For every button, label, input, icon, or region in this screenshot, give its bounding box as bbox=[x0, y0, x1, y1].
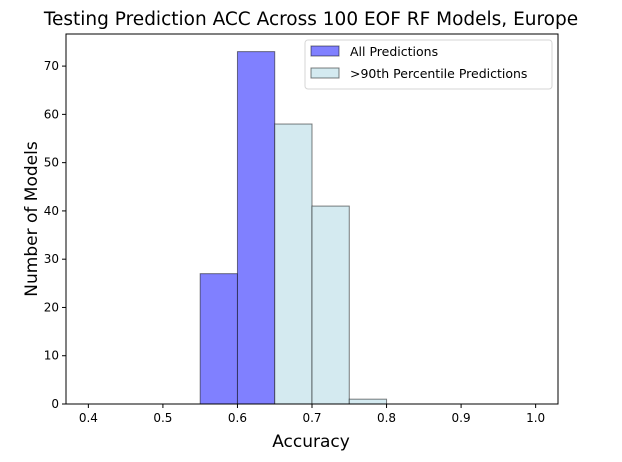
bar-all-predictions-4 bbox=[236, 51, 276, 405]
legend-label-all-predictions: All Predictions bbox=[350, 44, 438, 59]
axes-layer: 0.4 0.5 0.6 0.7 0.8 0.9 1.0 0 10 20 30 40 50 60 70 bbox=[44, 33, 559, 425]
x-axis-title: Accuracy bbox=[272, 432, 350, 452]
y-tick-label: 60 bbox=[44, 107, 59, 121]
legend-swatch-top-percentile-predictions bbox=[310, 67, 340, 79]
x-tick-label: 0.8 bbox=[377, 411, 396, 425]
x-tick-label: 0.9 bbox=[452, 411, 471, 425]
y-tick-label: 40 bbox=[44, 204, 59, 218]
bar-top-percentile-predictions-5 bbox=[274, 123, 313, 405]
y-tick-label: 0 bbox=[51, 397, 59, 411]
legend-label-top-percentile-predictions: >90th Percentile Predictions bbox=[350, 66, 527, 81]
bars-layer bbox=[199, 51, 388, 405]
y-tick-label: 50 bbox=[44, 156, 59, 170]
bar-top-percentile-predictions-6 bbox=[311, 205, 350, 405]
x-tick-label: 0.5 bbox=[153, 411, 172, 425]
bar-top-percentile-predictions-7 bbox=[348, 398, 388, 405]
x-tick-label: 0.6 bbox=[228, 411, 247, 425]
bar-all-predictions-3 bbox=[199, 273, 238, 405]
legend-swatch-all-predictions bbox=[310, 45, 340, 57]
y-tick-label: 70 bbox=[44, 59, 59, 73]
legend-frame bbox=[304, 39, 553, 90]
x-tick-label: 0.7 bbox=[302, 411, 321, 425]
y-tick-label: 30 bbox=[44, 252, 59, 266]
y-axis-title: Number of Models bbox=[22, 141, 42, 297]
legend: All Predictions >90th Percentile Predict… bbox=[304, 39, 553, 90]
y-tick-label: 20 bbox=[44, 300, 59, 314]
chart-title: Testing Prediction ACC Across 100 EOF RF… bbox=[43, 9, 578, 30]
x-tick-label: 0.4 bbox=[79, 411, 98, 425]
x-tick-label: 1.0 bbox=[526, 411, 545, 425]
y-tick-label: 10 bbox=[44, 349, 59, 363]
